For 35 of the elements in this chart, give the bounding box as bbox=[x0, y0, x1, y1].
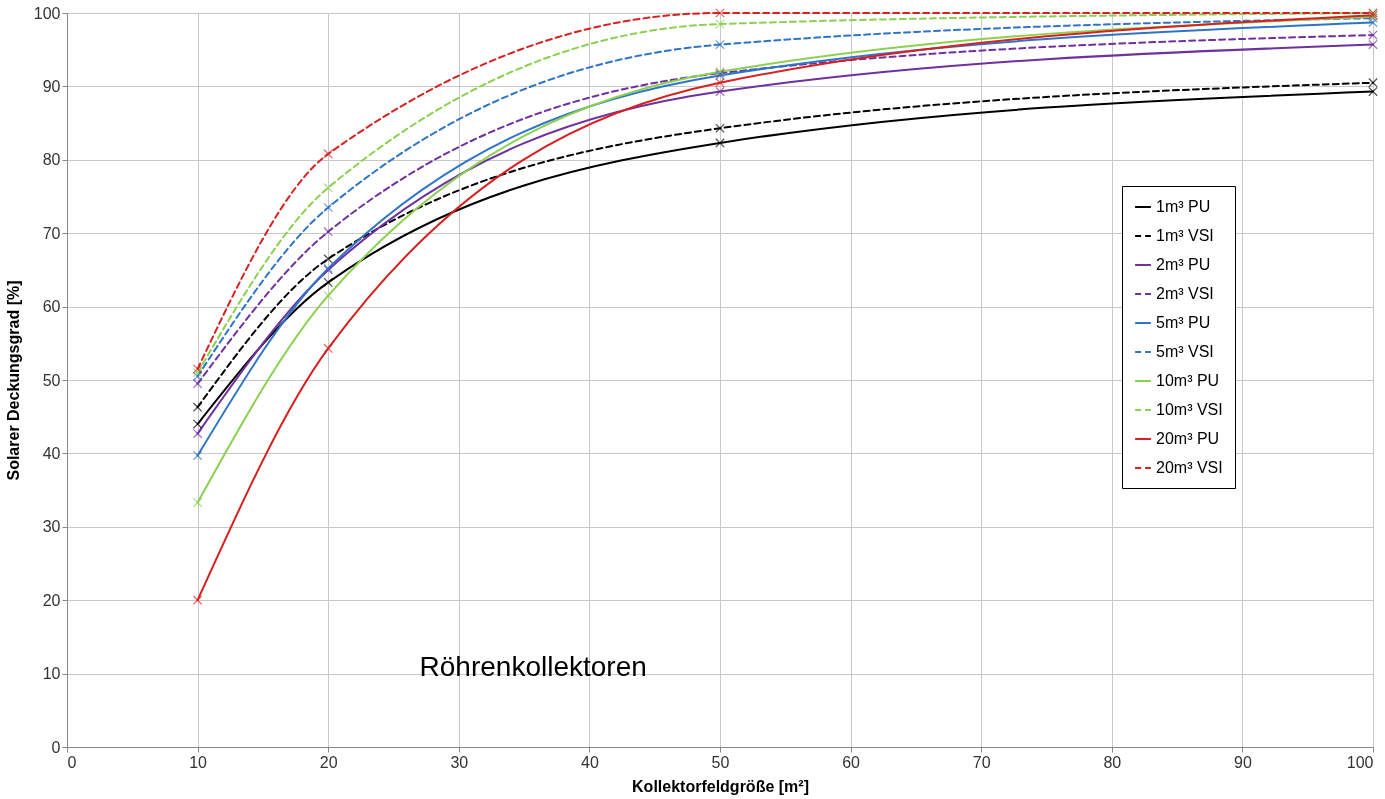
y-tick-label: 100 bbox=[33, 4, 61, 22]
x-tick-label: 100 bbox=[1346, 753, 1374, 771]
x-tick-label: 60 bbox=[842, 753, 861, 771]
annotation: Röhrenkollektoren bbox=[419, 651, 647, 683]
x-tick-label: 70 bbox=[972, 753, 991, 771]
y-tick-label: 50 bbox=[42, 371, 61, 389]
y-tick-label: 40 bbox=[42, 444, 61, 462]
x-tick-label: 50 bbox=[711, 753, 730, 771]
y-tick-label: 80 bbox=[42, 151, 61, 169]
y-tick-label: 10 bbox=[42, 665, 61, 683]
y-tick-label: 0 bbox=[51, 738, 61, 756]
y-tick-label: 30 bbox=[42, 518, 61, 536]
x-tick-label: 80 bbox=[1103, 753, 1122, 771]
x-axis-title: Kollektorfeldgröße [m²] bbox=[632, 777, 809, 795]
legend-label: 5m³ PU bbox=[1156, 314, 1211, 331]
y-axis-title: Solarer Deckungsgrad [%] bbox=[4, 280, 22, 481]
x-tick-label: 0 bbox=[67, 753, 77, 771]
x-tick-label: 90 bbox=[1234, 753, 1252, 771]
x-tick-label: 30 bbox=[450, 753, 469, 771]
y-tick-label: 20 bbox=[42, 591, 61, 609]
y-tick-label: 60 bbox=[42, 298, 61, 316]
legend-label: 20m³ PU bbox=[1156, 430, 1220, 447]
legend-label: 2m³ VSI bbox=[1156, 285, 1214, 302]
legend-label: 2m³ PU bbox=[1156, 256, 1211, 273]
y-tick-label: 90 bbox=[42, 77, 61, 95]
x-tick-label: 20 bbox=[319, 753, 338, 771]
legend-label: 10m³ VSI bbox=[1156, 401, 1223, 418]
y-tick-label: 70 bbox=[42, 224, 61, 242]
legend-label: 1m³ VSI bbox=[1156, 227, 1214, 244]
x-tick-label: 40 bbox=[581, 753, 599, 771]
x-tick-label: 10 bbox=[189, 753, 208, 771]
legend-label: 1m³ PU bbox=[1156, 198, 1211, 215]
legend-label: 10m³ PU bbox=[1156, 372, 1220, 389]
legend-label: 20m³ VSI bbox=[1156, 459, 1223, 476]
legend-label: 5m³ VSI bbox=[1156, 343, 1214, 360]
